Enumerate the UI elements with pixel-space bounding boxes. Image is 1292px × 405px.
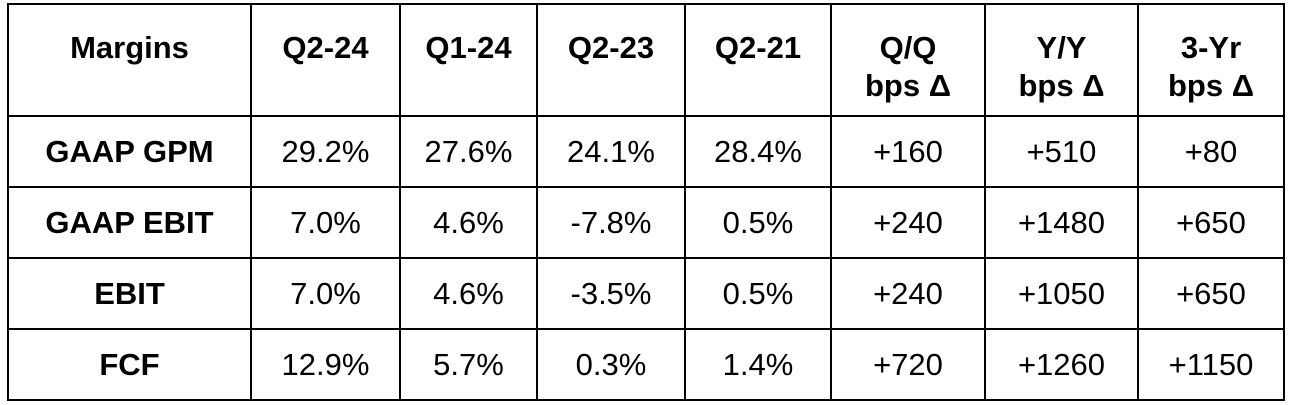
table-cell: +510 <box>984 115 1139 188</box>
table-row: GAAP GPM 29.2% 27.6% 24.1% 28.4% +160 +5… <box>7 115 1285 188</box>
table-cell: 0.5% <box>684 257 832 330</box>
table-cell: 0.3% <box>536 328 686 401</box>
table-cell: +720 <box>830 328 986 401</box>
row-label-ebit: EBIT <box>7 257 252 330</box>
table-row: GAAP EBIT 7.0% 4.6% -7.8% 0.5% +240 +148… <box>7 186 1285 259</box>
header-row: Margins Q2-24 Q1-24 Q2-23 Q2-21 Q/Q bps … <box>7 3 1285 117</box>
header-3yr-bps: 3-Yr bps Δ <box>1137 3 1285 117</box>
margins-table-container: Margins Q2-24 Q1-24 Q2-23 Q2-21 Q/Q bps … <box>7 3 1285 401</box>
table-cell: 0.5% <box>684 186 832 259</box>
header-margins: Margins <box>7 3 252 117</box>
header-label: Q2-21 <box>714 30 802 65</box>
table-cell: 28.4% <box>684 115 832 188</box>
header-label-line2: bps Δ <box>864 68 951 103</box>
table-row: FCF 12.9% 5.7% 0.3% 1.4% +720 +1260 +115… <box>7 328 1285 401</box>
table-cell: +80 <box>1137 115 1285 188</box>
table-cell: 4.6% <box>399 257 538 330</box>
table-cell: 1.4% <box>684 328 832 401</box>
header-label-line1: Y/Y <box>1036 30 1087 65</box>
header-qq-bps: Q/Q bps Δ <box>830 3 986 117</box>
header-label-line1: 3-Yr <box>1180 30 1242 65</box>
header-label-line2: bps Δ <box>1167 68 1254 103</box>
table-cell: +650 <box>1137 186 1285 259</box>
header-q2-23: Q2-23 <box>536 3 686 117</box>
table-cell: +160 <box>830 115 986 188</box>
row-label-gaap-ebit: GAAP EBIT <box>7 186 252 259</box>
table-cell: 27.6% <box>399 115 538 188</box>
row-label-gaap-gpm: GAAP GPM <box>7 115 252 188</box>
header-yy-bps: Y/Y bps Δ <box>984 3 1139 117</box>
table-cell: +240 <box>830 257 986 330</box>
header-label: Q2-24 <box>282 30 369 65</box>
header-label: Margins <box>70 30 189 65</box>
table-cell: 12.9% <box>250 328 401 401</box>
header-q2-24: Q2-24 <box>250 3 401 117</box>
table-cell: +1260 <box>984 328 1139 401</box>
header-label: Q1-24 <box>425 30 512 65</box>
margins-table: Margins Q2-24 Q1-24 Q2-23 Q2-21 Q/Q bps … <box>7 3 1285 401</box>
table-cell: 7.0% <box>250 257 401 330</box>
table-cell: 5.7% <box>399 328 538 401</box>
table-cell: +1480 <box>984 186 1139 259</box>
table-cell: 29.2% <box>250 115 401 188</box>
table-cell: +1150 <box>1137 328 1285 401</box>
table-cell: 7.0% <box>250 186 401 259</box>
table-row: EBIT 7.0% 4.6% -3.5% 0.5% +240 +1050 +65… <box>7 257 1285 330</box>
table-cell: -7.8% <box>536 186 686 259</box>
header-label-line2: bps Δ <box>1018 68 1105 103</box>
table-cell: 24.1% <box>536 115 686 188</box>
table-cell: +1050 <box>984 257 1139 330</box>
table-cell: -3.5% <box>536 257 686 330</box>
table-cell: 4.6% <box>399 186 538 259</box>
row-label-fcf: FCF <box>7 328 252 401</box>
header-label: Q2-23 <box>567 30 655 65</box>
table-cell: +650 <box>1137 257 1285 330</box>
header-q1-24: Q1-24 <box>399 3 538 117</box>
header-label-line1: Q/Q <box>879 30 937 65</box>
header-q2-21: Q2-21 <box>684 3 832 117</box>
table-cell: +240 <box>830 186 986 259</box>
